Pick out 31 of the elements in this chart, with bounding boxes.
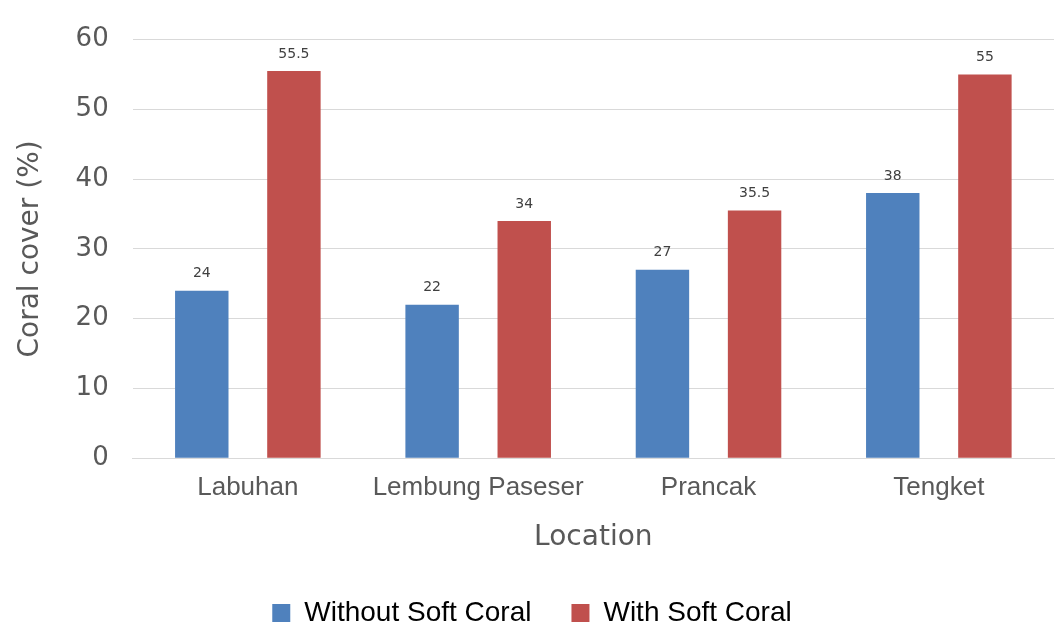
y-tick-label: 50 xyxy=(75,92,109,123)
y-tick-label: 20 xyxy=(75,301,109,332)
y-tick-label: 30 xyxy=(75,231,109,262)
data-label: 22 xyxy=(423,278,442,295)
bar xyxy=(267,71,321,458)
data-label: 34 xyxy=(515,194,534,211)
x-tick-label: Prancak xyxy=(660,470,758,501)
bar xyxy=(175,290,229,458)
data-label: 27 xyxy=(653,243,672,260)
data-label: 24 xyxy=(192,264,211,281)
y-tick-label: 40 xyxy=(75,161,109,192)
x-axis-title: Location xyxy=(534,519,653,553)
data-label: 35.5 xyxy=(738,184,771,201)
bar xyxy=(727,210,782,458)
x-tick-label: Lembung Paseser xyxy=(372,470,585,501)
data-label: 55 xyxy=(975,48,994,65)
x-tick-label: Labuhan xyxy=(197,470,299,501)
legend-label: Without Soft Coral xyxy=(304,595,532,627)
bar xyxy=(497,220,551,458)
y-tick-label: 10 xyxy=(75,371,109,402)
x-tick-label: Tengket xyxy=(893,470,986,501)
y-tick-label: 60 xyxy=(75,22,109,53)
bar xyxy=(405,304,459,458)
bar xyxy=(866,193,920,458)
bar xyxy=(958,74,1012,458)
data-label: 38 xyxy=(883,166,902,183)
y-tick-label: 0 xyxy=(92,440,109,471)
data-label: 55.5 xyxy=(278,44,310,61)
y-axis-title: Coral cover (%) xyxy=(12,140,46,358)
bar xyxy=(635,269,690,458)
legend-label: With Soft Coral xyxy=(603,595,792,627)
